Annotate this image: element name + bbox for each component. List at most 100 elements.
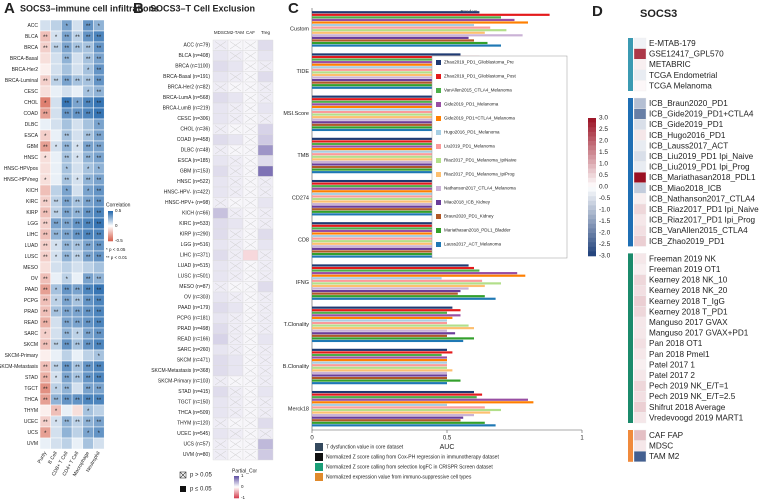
heat-cell [633,316,647,328]
nonsig-cross [259,366,272,375]
sig-star: ** [43,200,48,206]
sig-star: ** [97,277,102,283]
heat-cell [633,129,647,141]
bar [312,53,461,56]
scale-step [108,216,113,218]
sig-star: ** [86,178,91,184]
nonsig-cross [229,387,242,396]
nonsig-cross [229,450,242,459]
heat-cell [633,451,647,463]
heat-cell [633,97,647,109]
heat-cell [633,412,647,424]
bar [312,66,461,69]
sig-star: ** [43,112,48,118]
heat-cell [212,239,229,251]
nonsig-cross [229,240,242,249]
bar [312,210,480,213]
row-label: ICB_Gide2019_PD1+CTLA4 [649,110,754,119]
y-tick-label: CD8 [298,238,309,244]
sig-star: ** [64,178,69,184]
sig-star: ** [86,398,91,404]
heat-cell [39,261,51,274]
row-label: SKCM-Primary (n=103) [158,379,210,385]
row-label: LUSC [25,254,39,260]
scale-step [234,489,239,491]
nonsig-cross [244,335,257,344]
nonsig-cross [229,261,242,270]
legend-swatch [436,144,441,149]
nonsig-cross [214,83,227,92]
nonsig-cross [244,450,257,459]
legend-swatch [436,214,441,219]
scale-step [588,136,596,142]
heat-cell [61,437,73,450]
bar [312,266,474,270]
legend-swatch [436,158,441,163]
heat-cell [212,92,229,104]
sig-star: ** [97,310,102,316]
bar [312,327,474,330]
sig-star: ** [97,178,102,184]
scale-step [588,131,596,137]
scale-tick-label: 2.0 [599,138,608,145]
scale-step [234,479,239,481]
heat-cell [71,184,84,197]
bar [312,16,501,19]
bar [312,319,447,322]
row-label: SKCM-Primary [5,353,39,359]
panel-label: C [288,0,299,17]
sig-star: ** [43,233,48,239]
bar [312,250,461,253]
scale-step [108,222,113,224]
sig-star: ** [54,310,59,316]
scale-step [234,485,239,487]
bar [312,185,466,188]
heat-cell [212,365,229,377]
heat-cell [50,19,62,32]
bar [312,403,447,406]
heat-cell [50,162,62,175]
bar [312,240,501,243]
row-label: UCEC [24,419,39,425]
scale-tick-label: 1.0 [599,161,608,168]
heat-cell [212,302,229,314]
sig-star: ** [75,46,80,52]
nonsig-cross [244,51,257,60]
bar [312,197,491,201]
heat-cell [50,349,62,362]
sig-star: * [76,156,79,162]
bar [312,376,447,380]
scale-step [108,230,113,232]
nonsig-cross [244,219,257,228]
sig-star: ** [86,420,91,426]
sig-star: ** [86,255,91,261]
bar [312,242,488,245]
sig-star: ** [64,365,69,371]
y-tick-label: T.Clonality [284,322,310,328]
bar [312,414,474,417]
nonsig-cross [244,240,257,249]
bar [312,100,474,103]
scale-step [234,487,239,489]
heat-cell [633,295,647,307]
row-label: Manguso 2017 GVAX+PD1 [649,329,749,338]
bar [312,334,447,337]
bar [312,44,501,47]
nonsig-cross [244,177,257,186]
bar [312,36,469,39]
sig-star: ** [43,310,48,316]
scale-step [108,238,113,240]
row-label: THYM [24,408,38,414]
nonsig-cross [244,93,257,102]
row-label: CESC (n=306) [177,116,210,122]
scale-step [108,227,113,229]
sig-star: ** [75,222,80,228]
sig-star: * [76,101,79,107]
bar [312,165,447,169]
heat-cell [633,108,647,120]
row-label: LUAD (n=515) [178,263,210,269]
nonsig-cross [259,398,272,407]
legend-label: Gide2019_PD1_Melanoma [444,102,499,107]
row-label: E-MTAB-179 [649,39,696,48]
row-label: Manguso 2017 GVAX [649,318,728,327]
